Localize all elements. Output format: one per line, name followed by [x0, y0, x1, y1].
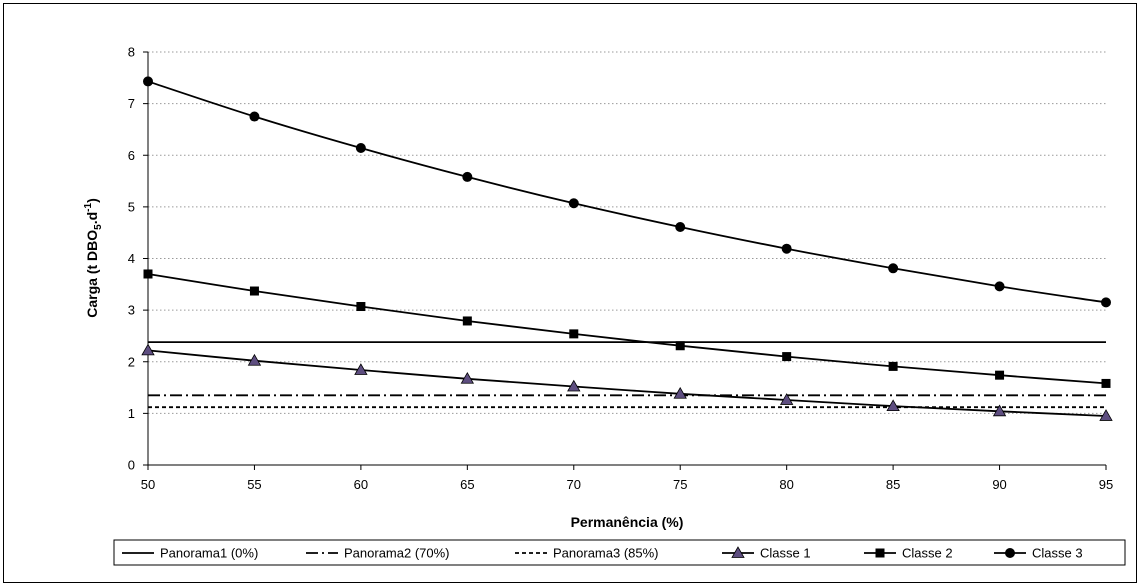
- data-point: [1101, 297, 1111, 308]
- series-5: [143, 269, 1111, 388]
- y-tick-label: 0: [128, 458, 135, 473]
- data-point: [141, 343, 155, 356]
- y-axis-title-mid: .d: [84, 212, 100, 224]
- series-6: [143, 76, 1111, 308]
- x-tick-label: 50: [141, 477, 155, 492]
- legend-label: Classe 2: [902, 546, 953, 561]
- y-axis-title-superscript: -1: [83, 202, 94, 211]
- y-tick-label: 5: [128, 199, 135, 214]
- data-point: [673, 386, 687, 399]
- data-point: [460, 371, 475, 384]
- data-point: [781, 243, 792, 254]
- legend-marker: [1005, 548, 1015, 558]
- data-point: [249, 286, 259, 296]
- legend-box: [113, 539, 1126, 566]
- legend: Panorama1 (0%) Panorama2 (70%) Panorama3 (…: [113, 539, 1126, 566]
- y-axis-title-main: Carga (t DBO: [84, 230, 100, 318]
- legend-item-3: Panorama3 (85%): [515, 546, 659, 561]
- series-line: [147, 273, 1107, 385]
- data-point: [143, 76, 153, 87]
- data-point: [675, 222, 686, 233]
- x-axis-title: Permanência (%): [571, 514, 684, 530]
- data-point: [247, 353, 262, 366]
- data-point: [675, 341, 685, 351]
- legend-label: Classe 1: [760, 546, 811, 561]
- data-point: [992, 404, 1007, 417]
- series-line: [147, 349, 1107, 417]
- data-point: [888, 361, 898, 371]
- y-axis-title: Carga (t DBO5.d-1): [83, 198, 104, 318]
- legend-item-1: Panorama1 (0%): [122, 546, 258, 561]
- data-point: [994, 281, 1005, 292]
- y-axis-title-subscript: 5: [93, 224, 104, 230]
- x-tick-label: 80: [779, 477, 793, 492]
- data-point: [1101, 378, 1111, 388]
- y-axis-title-end: ): [84, 198, 100, 203]
- legend-label: Panorama2 (70%): [344, 546, 450, 561]
- legend-label: Panorama1 (0%): [160, 546, 258, 561]
- data-point: [995, 370, 1005, 380]
- data-point: [356, 302, 366, 312]
- data-point: [567, 379, 581, 392]
- y-tick-labels: 0 1 2 3 4 5 6 7 8: [128, 45, 135, 473]
- data-point: [462, 316, 472, 326]
- data-point: [569, 329, 579, 339]
- data-point: [568, 198, 579, 209]
- legend-marker: [731, 546, 745, 558]
- x-tick-label: 60: [354, 477, 368, 492]
- x-tick-label: 95: [1099, 477, 1113, 492]
- gridlines: [148, 51, 1106, 414]
- y-tick-label: 2: [128, 354, 135, 369]
- data-point: [886, 399, 900, 412]
- x-tick-label: 90: [992, 477, 1006, 492]
- legend-item-4: Classe 1: [722, 546, 811, 561]
- axes: [143, 51, 1107, 470]
- data-point: [354, 363, 368, 375]
- series-4: [141, 343, 1113, 421]
- legend-item-2: Panorama2 (70%): [306, 546, 450, 561]
- y-tick-label: 7: [128, 96, 135, 111]
- legend-item-5: Classe 2: [864, 546, 953, 561]
- y-tick-label: 6: [128, 148, 135, 163]
- y-tick-label: 8: [128, 45, 135, 60]
- series-line: [147, 80, 1107, 304]
- x-tick-label: 85: [886, 477, 900, 492]
- legend-label: Classe 3: [1032, 546, 1083, 561]
- x-tick-label: 75: [673, 477, 687, 492]
- data-point: [1099, 409, 1113, 421]
- legend-marker: [875, 548, 885, 558]
- data-point: [143, 269, 153, 279]
- data-point: [355, 143, 366, 154]
- data-point: [779, 393, 794, 405]
- data-point: [782, 352, 792, 362]
- legend-label: Panorama3 (85%): [553, 546, 659, 561]
- y-tick-label: 4: [128, 251, 135, 266]
- data-point: [462, 171, 473, 182]
- x-tick-label: 65: [460, 477, 474, 492]
- x-tick-label: 55: [247, 477, 261, 492]
- x-tick-labels: 50 55 60 65 70 75 80 85 90 95: [141, 477, 1113, 492]
- data-point: [249, 111, 260, 122]
- y-tick-label: 3: [128, 303, 135, 318]
- y-tick-label: 1: [128, 406, 135, 421]
- data-point: [888, 263, 899, 274]
- x-tick-label: 70: [567, 477, 581, 492]
- legend-item-6: Classe 3: [994, 546, 1083, 561]
- chart-frame: [3, 3, 1137, 583]
- series-group: [141, 76, 1113, 421]
